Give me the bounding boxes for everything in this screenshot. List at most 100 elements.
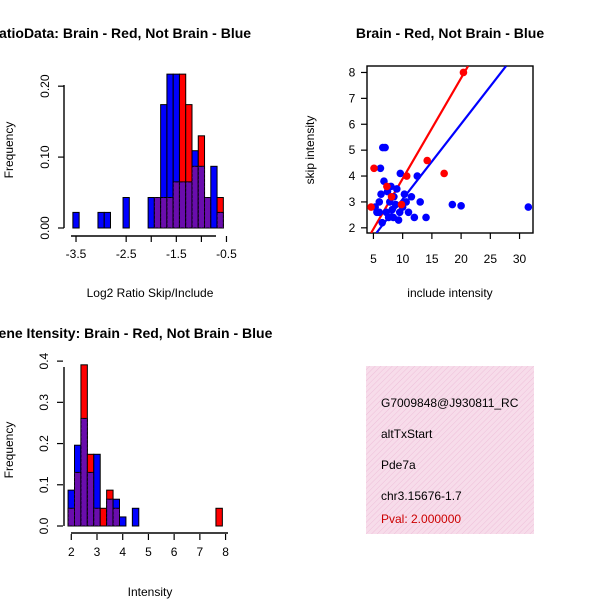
scatter-y-label: skip intensity: [303, 116, 317, 185]
ratio-bar-overlap-hatch: [160, 197, 167, 228]
intensity-chart-title: Gene Itensity: Brain - Red, Not Brain - …: [0, 325, 273, 341]
info-panel: G7009848@J930811_RC altTxStart Pde7a chr…: [366, 366, 534, 534]
info-panel-background: [366, 366, 534, 534]
intensity-bars: [67, 364, 223, 527]
ratio-bar-not-brain: [97, 211, 105, 229]
scatter-point-not-brain: [391, 200, 400, 209]
scatter-y-tick-label: 3: [349, 195, 356, 209]
scatter-x-tick-label: 25: [484, 252, 498, 266]
scatter-y-tick-label: 8: [349, 65, 356, 79]
scatter-y-tick-label: 5: [349, 143, 356, 157]
intensity-x-tick-label: 6: [171, 545, 178, 559]
ratio-x-ticks: -3.5 -2.5 -1.5 -0.5: [66, 236, 237, 261]
scatter-x-tick-label: 5: [370, 252, 377, 266]
ratio-bars: [72, 73, 224, 229]
intensity-y-tick-label: 0.0: [37, 517, 51, 534]
scatter-point-not-brain: [376, 164, 385, 173]
scatter-point-brain: [387, 192, 396, 201]
ratio-x-tick-label: -0.5: [216, 247, 237, 261]
intensity-bar-not-brain: [119, 516, 127, 527]
info-gene-name: Pde7a: [381, 458, 416, 472]
info-pval: Pval: 2.000000: [381, 512, 461, 526]
intensity-bar-overlap-hatch: [106, 499, 114, 526]
scatter-point-not-brain: [378, 218, 386, 227]
scatter-point-brain: [367, 203, 375, 211]
scatter-points: [367, 68, 533, 227]
ratio-bar-overlap-hatch: [191, 166, 199, 228]
ratio-x-tick-label: -3.5: [66, 247, 87, 261]
scatter-point-brain: [459, 68, 468, 77]
ratio-bar-overlap-hatch: [179, 181, 186, 228]
scatter-point-not-brain: [381, 143, 389, 152]
ratio-bar-not-brain: [210, 165, 218, 229]
intensity-bar-overlap-hatch: [74, 472, 81, 526]
ratio-bar-not-brain: [72, 211, 80, 229]
intensity-x-tick-label: 5: [145, 545, 152, 559]
intensity-x-label: Intensity: [128, 585, 173, 599]
intensity-x-tick-label: 4: [119, 545, 126, 559]
ratio-bar-not-brain: [147, 197, 155, 229]
ratio-y-tick-label: 0.10: [38, 145, 52, 169]
scatter-point-not-brain: [413, 172, 422, 180]
scatter-point-not-brain: [410, 213, 419, 222]
ratio-bar-overlap-hatch: [185, 181, 192, 228]
intensity-x-tick-label: 2: [68, 545, 75, 559]
scatter-x-label: include intensity: [407, 286, 492, 300]
ratio-histogram-panel: RatioData: Brain - Red, Not Brain - Blue…: [0, 25, 251, 300]
scatter-point-not-brain: [377, 190, 385, 198]
ratio-bar-not-brain: [122, 197, 130, 229]
scatter-x-ticks: 5 10 15 20 25 30: [370, 233, 527, 266]
scatter-panel: Brain - Red, Not Brain - Blue 5 10 15 20 25 3…: [303, 25, 544, 300]
scatter-x-tick-label: 15: [425, 252, 439, 266]
scatter-point-not-brain: [375, 208, 384, 217]
scatter-y-ticks: 2 3 4 5 6 7 8: [349, 65, 367, 235]
ratio-y-tick-label: 0.20: [38, 74, 52, 98]
ratio-bar-not-brain: [103, 211, 111, 229]
scatter-point-brain: [402, 172, 411, 180]
scatter-point-not-brain: [396, 169, 405, 178]
scatter-point-brain: [370, 164, 378, 173]
info-event-type: altTxStart: [381, 427, 433, 441]
intensity-bar-overlap-hatch: [68, 508, 75, 526]
ratio-bar-overlap-hatch: [204, 197, 211, 228]
intensity-bar-overlap-hatch: [80, 418, 88, 526]
scatter-point-not-brain: [457, 202, 465, 210]
intensity-x-tick-label: 3: [94, 545, 101, 559]
intensity-y-tick-label: 0.1: [37, 476, 51, 493]
scatter-point-brain: [440, 169, 448, 178]
ratio-bar-overlap-hatch: [217, 212, 224, 228]
intensity-y-ticks: 0.0 0.1 0.2 0.3 0.4: [37, 352, 63, 534]
scatter-y-tick-label: 4: [349, 169, 356, 183]
fit-line-brain-fit: [370, 66, 470, 233]
intensity-bar-brain: [99, 507, 108, 527]
scatter-point-not-brain: [422, 213, 430, 222]
intensity-y-tick-label: 0.4: [37, 352, 51, 369]
info-location: chr3.15676-1.7: [381, 489, 462, 503]
scatter-plot-frame: [366, 65, 534, 234]
intensity-y-tick-label: 0.2: [37, 435, 51, 452]
scatter-point-not-brain: [407, 192, 416, 201]
scatter-point-not-brain: [404, 208, 413, 217]
scatter-point-not-brain: [375, 198, 384, 206]
intensity-y-tick-label: 0.3: [37, 394, 51, 411]
intensity-bar-overlap-hatch: [87, 472, 94, 526]
scatter-point-brain: [397, 200, 406, 209]
ratio-bar-overlap-hatch: [166, 197, 174, 228]
intensity-bar-overlap-hatch: [113, 508, 120, 526]
scatter-point-not-brain: [400, 190, 409, 198]
ratio-bar-overlap-hatch: [198, 166, 205, 228]
scatter-x-tick-label: 30: [513, 252, 527, 266]
ratio-x-tick-label: -1.5: [166, 247, 187, 261]
scatter-y-tick-label: 7: [349, 91, 356, 105]
scatter-y-tick-label: 2: [349, 221, 356, 235]
ratio-x-tick-label: -2.5: [116, 247, 137, 261]
scatter-point-not-brain: [389, 213, 398, 222]
scatter-point-brain: [423, 156, 432, 165]
scatter-point-brain: [383, 182, 391, 191]
ratio-y-ticks: 0.00 0.10 0.20: [38, 74, 64, 240]
intensity-x-tick-label: 7: [197, 545, 204, 559]
scatter-chart-title: Brain - Red, Not Brain - Blue: [356, 25, 544, 41]
intensity-bar-not-brain: [131, 507, 140, 527]
scatter-point-not-brain: [395, 208, 404, 217]
